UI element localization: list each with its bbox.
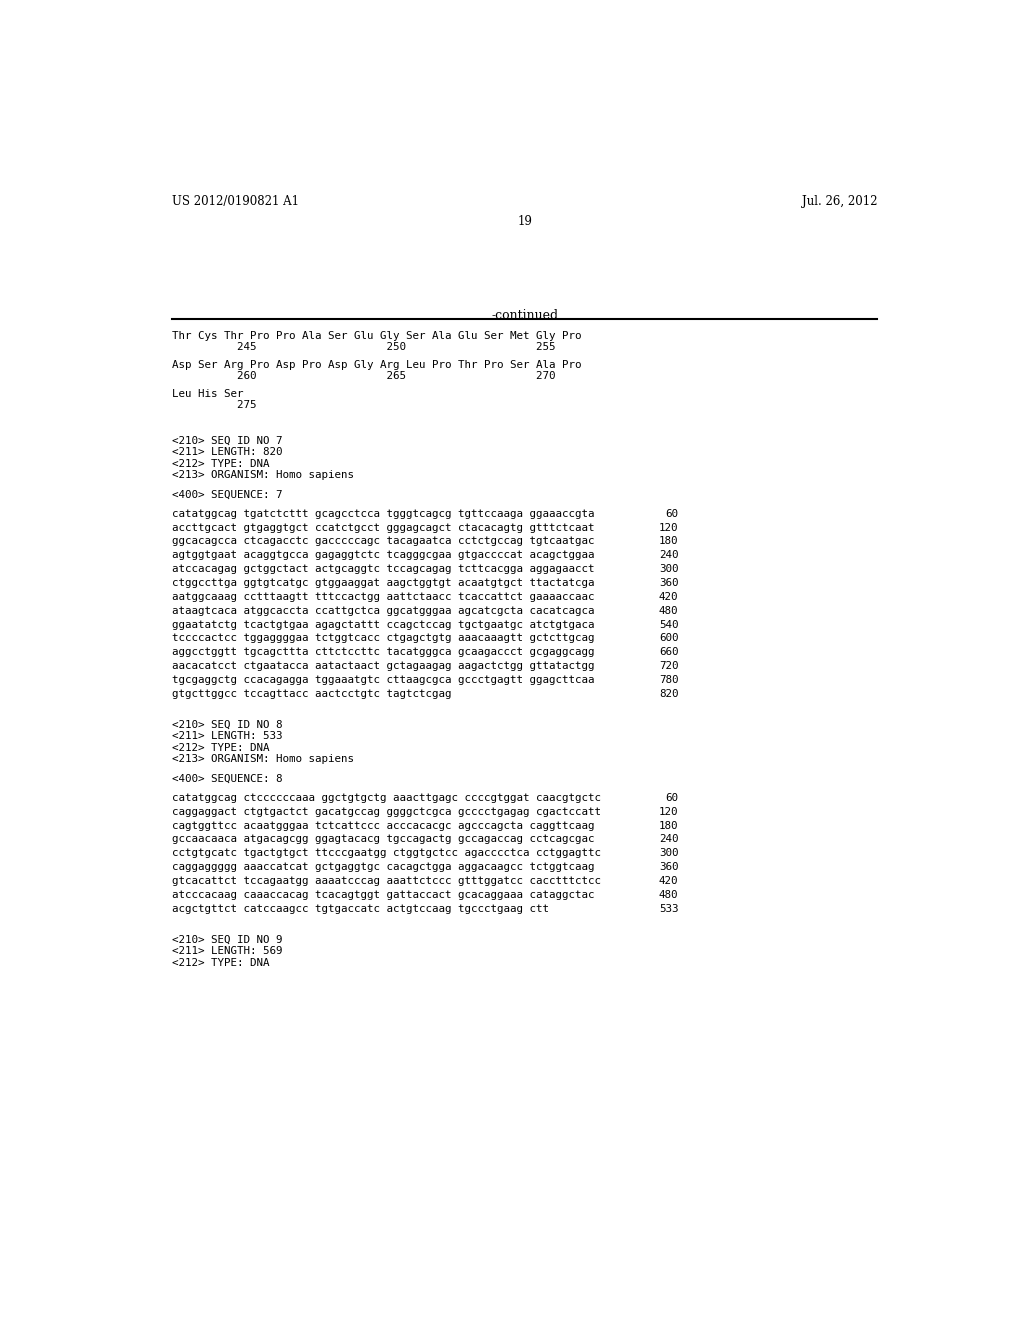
Text: 120: 120 [658,523,678,532]
Text: 245                    250                    255: 245 250 255 [172,342,556,351]
Text: caggaggact ctgtgactct gacatgccag ggggctcgca gcccctgagag cgactccatt: caggaggact ctgtgactct gacatgccag ggggctc… [172,807,601,817]
Text: 275: 275 [172,400,257,411]
Text: 19: 19 [517,215,532,227]
Text: acgctgttct catccaagcc tgtgaccatc actgtccaag tgccctgaag ctt: acgctgttct catccaagcc tgtgaccatc actgtcc… [172,904,549,913]
Text: Leu His Ser: Leu His Ser [172,389,244,400]
Text: <213> ORGANISM: Homo sapiens: <213> ORGANISM: Homo sapiens [172,470,354,480]
Text: 420: 420 [658,876,678,886]
Text: <210> SEQ ID NO 8: <210> SEQ ID NO 8 [172,719,283,730]
Text: 780: 780 [658,675,678,685]
Text: 600: 600 [658,634,678,643]
Text: aggcctggtt tgcagcttta cttctccttc tacatgggca gcaagaccct gcgaggcagg: aggcctggtt tgcagcttta cttctccttc tacatgg… [172,647,595,657]
Text: tccccactcc tggaggggaa tctggtcacc ctgagctgtg aaacaaagtt gctcttgcag: tccccactcc tggaggggaa tctggtcacc ctgagct… [172,634,595,643]
Text: tgcgaggctg ccacagagga tggaaatgtc cttaagcgca gccctgagtt ggagcttcaa: tgcgaggctg ccacagagga tggaaatgtc cttaagc… [172,675,595,685]
Text: 240: 240 [658,834,678,845]
Text: ctggccttga ggtgtcatgc gtggaaggat aagctggtgt acaatgtgct ttactatcga: ctggccttga ggtgtcatgc gtggaaggat aagctgg… [172,578,595,587]
Text: Jul. 26, 2012: Jul. 26, 2012 [802,194,878,207]
Text: <400> SEQUENCE: 8: <400> SEQUENCE: 8 [172,774,283,784]
Text: catatggcag ctccccccaaa ggctgtgctg aaacttgagc ccccgtggat caacgtgctc: catatggcag ctccccccaaa ggctgtgctg aaactt… [172,793,601,803]
Text: 360: 360 [658,578,678,587]
Text: gtcacattct tccagaatgg aaaatcccag aaattctccc gtttggatcc cacctttctcc: gtcacattct tccagaatgg aaaatcccag aaattct… [172,876,601,886]
Text: gtgcttggcc tccagttacc aactcctgtc tagtctcgag: gtgcttggcc tccagttacc aactcctgtc tagtctc… [172,689,452,698]
Text: <210> SEQ ID NO 9: <210> SEQ ID NO 9 [172,935,283,945]
Text: 180: 180 [658,536,678,546]
Text: 120: 120 [658,807,678,817]
Text: 480: 480 [658,890,678,900]
Text: US 2012/0190821 A1: US 2012/0190821 A1 [172,194,299,207]
Text: 540: 540 [658,619,678,630]
Text: 660: 660 [658,647,678,657]
Text: <212> TYPE: DNA: <212> TYPE: DNA [172,743,269,752]
Text: <212> TYPE: DNA: <212> TYPE: DNA [172,459,269,469]
Text: 300: 300 [658,849,678,858]
Text: <211> LENGTH: 820: <211> LENGTH: 820 [172,447,283,457]
Text: 820: 820 [658,689,678,698]
Text: 180: 180 [658,821,678,830]
Text: aacacatcct ctgaatacca aatactaact gctagaagag aagactctgg gttatactgg: aacacatcct ctgaatacca aatactaact gctagaa… [172,661,595,671]
Text: 480: 480 [658,606,678,615]
Text: atccacagag gctggctact actgcaggtc tccagcagag tcttcacgga aggagaacct: atccacagag gctggctact actgcaggtc tccagca… [172,564,595,574]
Text: 60: 60 [666,508,678,519]
Text: <211> LENGTH: 569: <211> LENGTH: 569 [172,946,283,956]
Text: 533: 533 [658,904,678,913]
Text: cctgtgcatc tgactgtgct ttcccgaatgg ctggtgctcc agacccctca cctggagttc: cctgtgcatc tgactgtgct ttcccgaatgg ctggtg… [172,849,601,858]
Text: ataagtcaca atggcaccta ccattgctca ggcatgggaa agcatcgcta cacatcagca: ataagtcaca atggcaccta ccattgctca ggcatgg… [172,606,595,615]
Text: <400> SEQUENCE: 7: <400> SEQUENCE: 7 [172,490,283,499]
Text: 60: 60 [666,793,678,803]
Text: gccaacaaca atgacagcgg ggagtacacg tgccagactg gccagaccag cctcagcgac: gccaacaaca atgacagcgg ggagtacacg tgccaga… [172,834,595,845]
Text: <211> LENGTH: 533: <211> LENGTH: 533 [172,731,283,742]
Text: ggaatatctg tcactgtgaa agagctattt ccagctccag tgctgaatgc atctgtgaca: ggaatatctg tcactgtgaa agagctattt ccagctc… [172,619,595,630]
Text: ggcacagcca ctcagacctc gacccccagc tacagaatca cctctgccag tgtcaatgac: ggcacagcca ctcagacctc gacccccagc tacagaa… [172,536,595,546]
Text: accttgcact gtgaggtgct ccatctgcct gggagcagct ctacacagtg gtttctcaat: accttgcact gtgaggtgct ccatctgcct gggagca… [172,523,595,532]
Text: aatggcaaag cctttaagtt tttccactgg aattctaacc tcaccattct gaaaaccaac: aatggcaaag cctttaagtt tttccactgg aattcta… [172,591,595,602]
Text: <212> TYPE: DNA: <212> TYPE: DNA [172,958,269,968]
Text: Thr Cys Thr Pro Pro Ala Ser Glu Gly Ser Ala Glu Ser Met Gly Pro: Thr Cys Thr Pro Pro Ala Ser Glu Gly Ser … [172,331,582,341]
Text: 360: 360 [658,862,678,873]
Text: cagtggttcc acaatgggaa tctcattccc acccacacgc agcccagcta caggttcaag: cagtggttcc acaatgggaa tctcattccc acccaca… [172,821,595,830]
Text: 240: 240 [658,550,678,560]
Text: atcccacaag caaaccacag tcacagtggt gattaccact gcacaggaaa cataggctac: atcccacaag caaaccacag tcacagtggt gattacc… [172,890,595,900]
Text: 300: 300 [658,564,678,574]
Text: 420: 420 [658,591,678,602]
Text: 260                    265                    270: 260 265 270 [172,371,556,381]
Text: caggaggggg aaaccatcat gctgaggtgc cacagctgga aggacaagcc tctggtcaag: caggaggggg aaaccatcat gctgaggtgc cacagct… [172,862,595,873]
Text: 720: 720 [658,661,678,671]
Text: catatggcag tgatctcttt gcagcctcca tgggtcagcg tgttccaaga ggaaaccgta: catatggcag tgatctcttt gcagcctcca tgggtca… [172,508,595,519]
Text: <210> SEQ ID NO 7: <210> SEQ ID NO 7 [172,436,283,446]
Text: agtggtgaat acaggtgcca gagaggtctc tcagggcgaa gtgaccccat acagctggaa: agtggtgaat acaggtgcca gagaggtctc tcagggc… [172,550,595,560]
Text: Asp Ser Arg Pro Asp Pro Asp Gly Arg Leu Pro Thr Pro Ser Ala Pro: Asp Ser Arg Pro Asp Pro Asp Gly Arg Leu … [172,360,582,370]
Text: <213> ORGANISM: Homo sapiens: <213> ORGANISM: Homo sapiens [172,755,354,764]
Text: -continued: -continued [492,309,558,322]
